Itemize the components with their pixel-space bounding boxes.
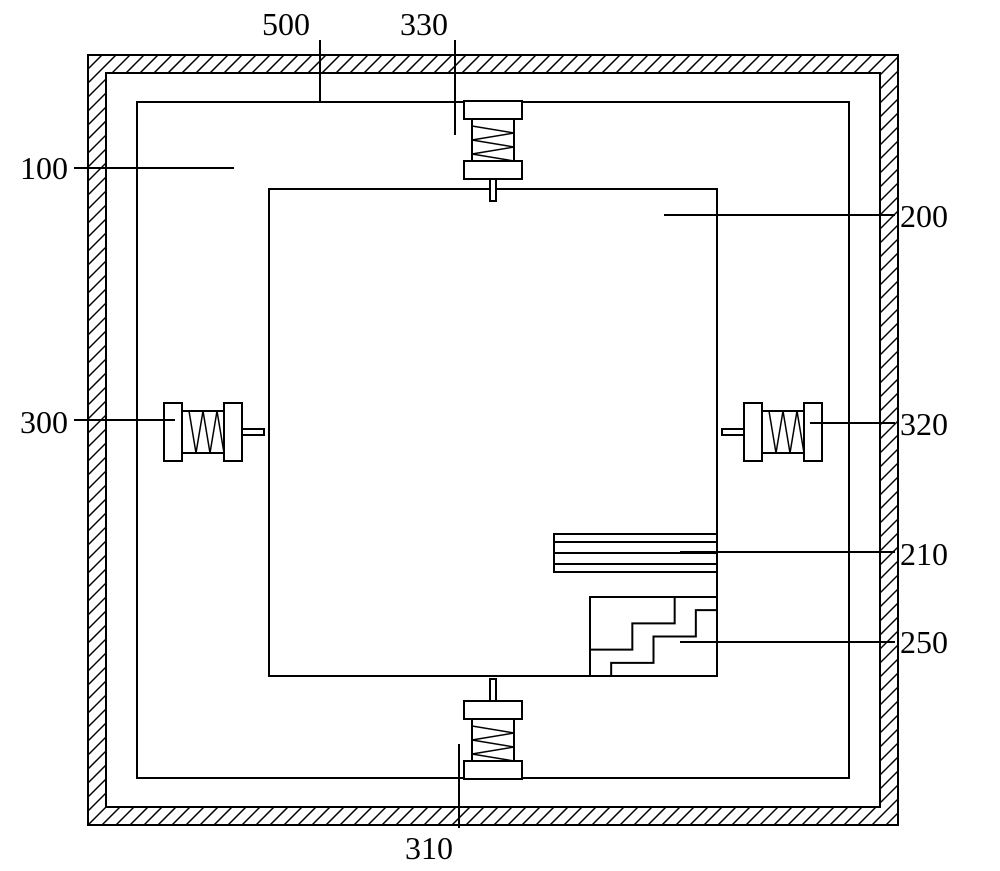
label-500: 500 [262, 6, 310, 43]
label-200: 200 [900, 198, 948, 235]
label-100: 100 [20, 150, 68, 187]
label-330: 330 [400, 6, 448, 43]
label-310: 310 [405, 830, 453, 867]
label-250: 250 [900, 624, 948, 661]
label-300: 300 [20, 404, 68, 441]
label-210: 210 [900, 536, 948, 573]
diagram-canvas: 500 330 100 200 300 320 210 250 310 [0, 0, 1000, 871]
label-320: 320 [900, 406, 948, 443]
diagram-svg [0, 0, 1000, 871]
